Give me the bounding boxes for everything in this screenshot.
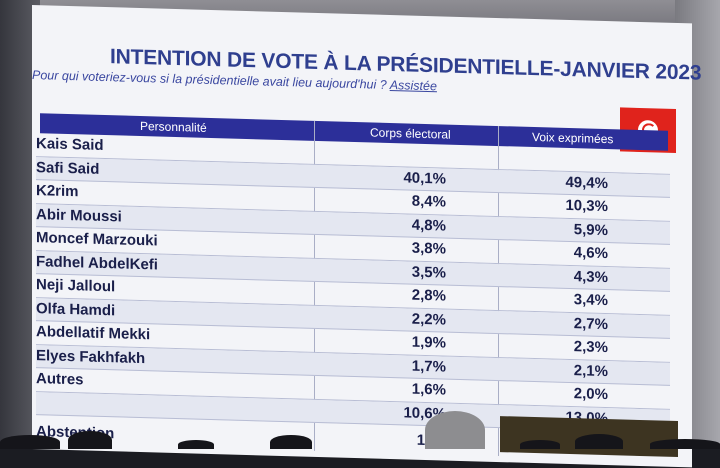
- corps-value: 1,7%: [411, 357, 446, 376]
- subtitle-assisted: Assistée: [389, 77, 437, 94]
- candidate-name: Neji Jalloul: [36, 276, 116, 296]
- candidate-name: Abdellatif Mekki: [36, 323, 151, 344]
- candidate-name: Fadhel AbdelKefi: [36, 252, 158, 274]
- voix-value: 2,3%: [573, 338, 608, 357]
- corps-value: 8,4%: [411, 192, 446, 211]
- audience-head: [425, 411, 485, 449]
- voix-value: 10,3%: [565, 196, 608, 216]
- voix-value: 4,3%: [573, 267, 608, 286]
- corps-value: 1,9%: [411, 333, 446, 352]
- corps-value: 2,8%: [411, 286, 446, 305]
- voix-value: 5,9%: [573, 220, 608, 239]
- audience-head: [520, 440, 560, 449]
- candidate-name: Safi Said: [36, 158, 100, 178]
- col-voix-exprimees: Voix exprimées: [532, 129, 614, 147]
- results-table: Kais Said Safi Said 40,1% 49,4% K2rim 8,4% 1…: [36, 133, 670, 463]
- audience-head: [575, 434, 623, 449]
- voix-value: 3,4%: [573, 291, 608, 310]
- voix-value: 2,7%: [573, 314, 608, 333]
- audience-head: [0, 435, 60, 449]
- candidate-name: Moncef Marzouki: [36, 229, 158, 250]
- candidate-name: Autres: [36, 370, 84, 389]
- corps-value: 3,8%: [411, 239, 446, 258]
- voix-value: 2,0%: [573, 385, 608, 404]
- corps-value: [386, 145, 446, 147]
- corps-value: 1,6%: [411, 380, 446, 399]
- voix-value: 4,6%: [573, 244, 608, 263]
- col-corps-electoral: Corps électoral: [370, 125, 451, 142]
- corps-value: 2,2%: [411, 310, 446, 329]
- corps-value: 3,5%: [411, 263, 446, 282]
- audience-head: [68, 431, 112, 449]
- audience-head: [270, 435, 312, 449]
- voix-value: [548, 149, 608, 151]
- corps-value: 4,8%: [411, 216, 446, 235]
- audience-head: [178, 440, 214, 449]
- voix-value: 2,1%: [573, 361, 608, 380]
- projection-screen: INTENTION DE VOTE À LA PRÉSIDENTIELLE-JA…: [32, 5, 701, 468]
- candidate-name: K2rim: [36, 182, 79, 201]
- audience-head: [650, 439, 720, 449]
- corps-value: 40,1%: [403, 168, 446, 188]
- candidate-name: Kais Said: [36, 135, 104, 154]
- col-personnalite: Personnalité: [140, 119, 207, 135]
- candidate-name: Abir Moussi: [36, 205, 122, 226]
- candidate-name: Olfa Hamdi: [36, 299, 116, 319]
- candidate-name: Elyes Fakhfakh: [36, 346, 146, 367]
- voix-value: 49,4%: [565, 173, 608, 192]
